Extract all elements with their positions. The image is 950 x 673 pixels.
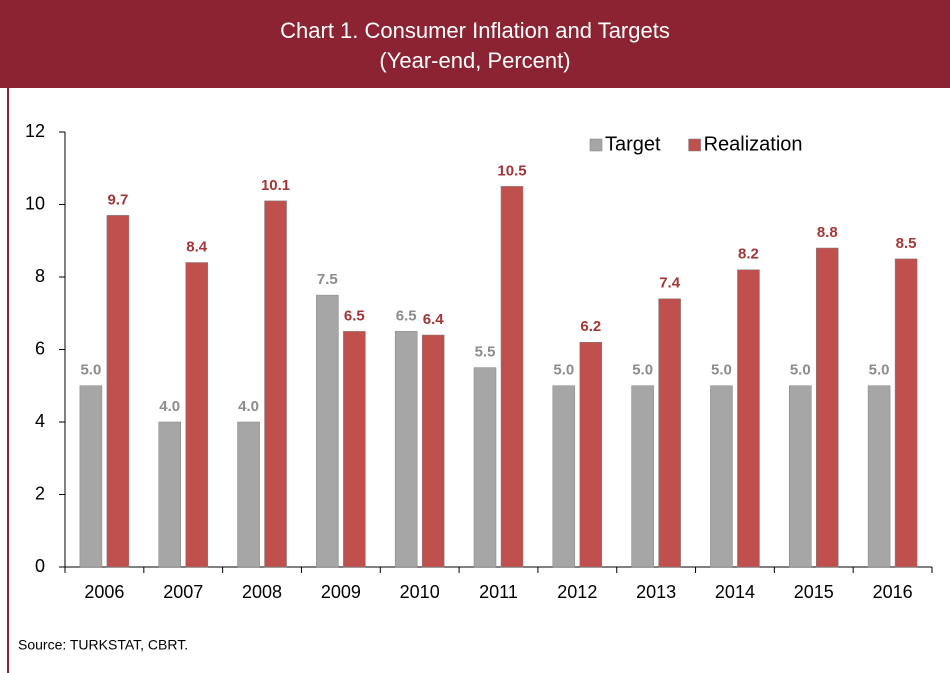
y-tick-label: 0 [35, 556, 45, 576]
y-tick-label: 10 [25, 193, 45, 213]
x-tick-label: 2009 [321, 582, 361, 602]
value-label: 8.8 [817, 224, 838, 241]
value-label: 6.2 [580, 318, 601, 335]
value-label: 8.4 [186, 238, 208, 255]
value-label: 5.0 [869, 362, 890, 379]
x-tick-label: 2007 [163, 582, 203, 602]
bar [894, 258, 918, 568]
bar [421, 334, 445, 568]
bar [737, 269, 760, 568]
value-label: 5.0 [711, 362, 732, 379]
bar [500, 186, 524, 568]
x-tick-label: 2014 [715, 582, 755, 602]
header-band [0, 0, 950, 88]
bar [394, 331, 418, 568]
value-label: 9.7 [107, 191, 128, 208]
value-label: 5.0 [553, 362, 574, 379]
value-label: 8.2 [738, 246, 759, 263]
value-label: 5.0 [80, 362, 101, 379]
bar [237, 421, 260, 568]
x-tick-label: 2006 [84, 582, 124, 602]
bar [631, 385, 654, 568]
x-tick-label: 2015 [794, 582, 834, 602]
y-tick-label: 12 [25, 121, 45, 141]
value-label: 5.5 [475, 344, 496, 361]
x-tick-label: 2008 [242, 582, 282, 602]
bar [552, 385, 576, 568]
source-note: Source: TURKSTAT, CBRT. [18, 637, 188, 653]
chart-title: Chart 1. Consumer Inflation and Targets [280, 18, 670, 43]
legend-swatch [688, 138, 701, 152]
bar [316, 294, 339, 568]
value-label: 6.5 [344, 307, 365, 324]
bar [867, 385, 891, 568]
bar [473, 367, 497, 568]
value-label: 8.5 [896, 235, 917, 252]
value-label: 7.4 [659, 275, 681, 292]
y-tick-label: 4 [35, 411, 45, 431]
y-tick-label: 2 [35, 483, 45, 503]
legend-label: Target [605, 133, 661, 155]
value-label: 5.0 [632, 362, 653, 379]
value-label: 5.0 [790, 362, 811, 379]
bar [185, 262, 208, 568]
value-label: 7.5 [317, 271, 338, 288]
value-label: 10.5 [497, 162, 526, 179]
x-tick-label: 2010 [400, 582, 440, 602]
chart-subtitle: (Year-end, Percent) [379, 48, 570, 73]
bar [579, 342, 603, 568]
bar [264, 200, 287, 568]
value-label: 4.0 [238, 398, 259, 415]
bar [343, 331, 366, 568]
bar [158, 421, 181, 568]
bar [79, 385, 103, 568]
y-tick-label: 8 [35, 266, 45, 286]
x-tick-label: 2016 [873, 582, 913, 602]
y-tick-label: 6 [35, 338, 45, 358]
bar [106, 215, 130, 568]
bar [710, 385, 733, 568]
value-label: 6.5 [396, 307, 417, 324]
x-tick-label: 2011 [479, 582, 518, 602]
bar [658, 298, 681, 568]
value-label: 10.1 [261, 177, 290, 194]
legend-swatch [589, 138, 603, 152]
bar [789, 385, 812, 568]
x-tick-label: 2012 [557, 582, 597, 602]
value-label: 6.4 [423, 311, 445, 328]
legend-label: Realization [704, 133, 803, 155]
bar [816, 247, 839, 568]
x-tick-label: 2013 [636, 582, 676, 602]
value-label: 4.0 [159, 398, 180, 415]
